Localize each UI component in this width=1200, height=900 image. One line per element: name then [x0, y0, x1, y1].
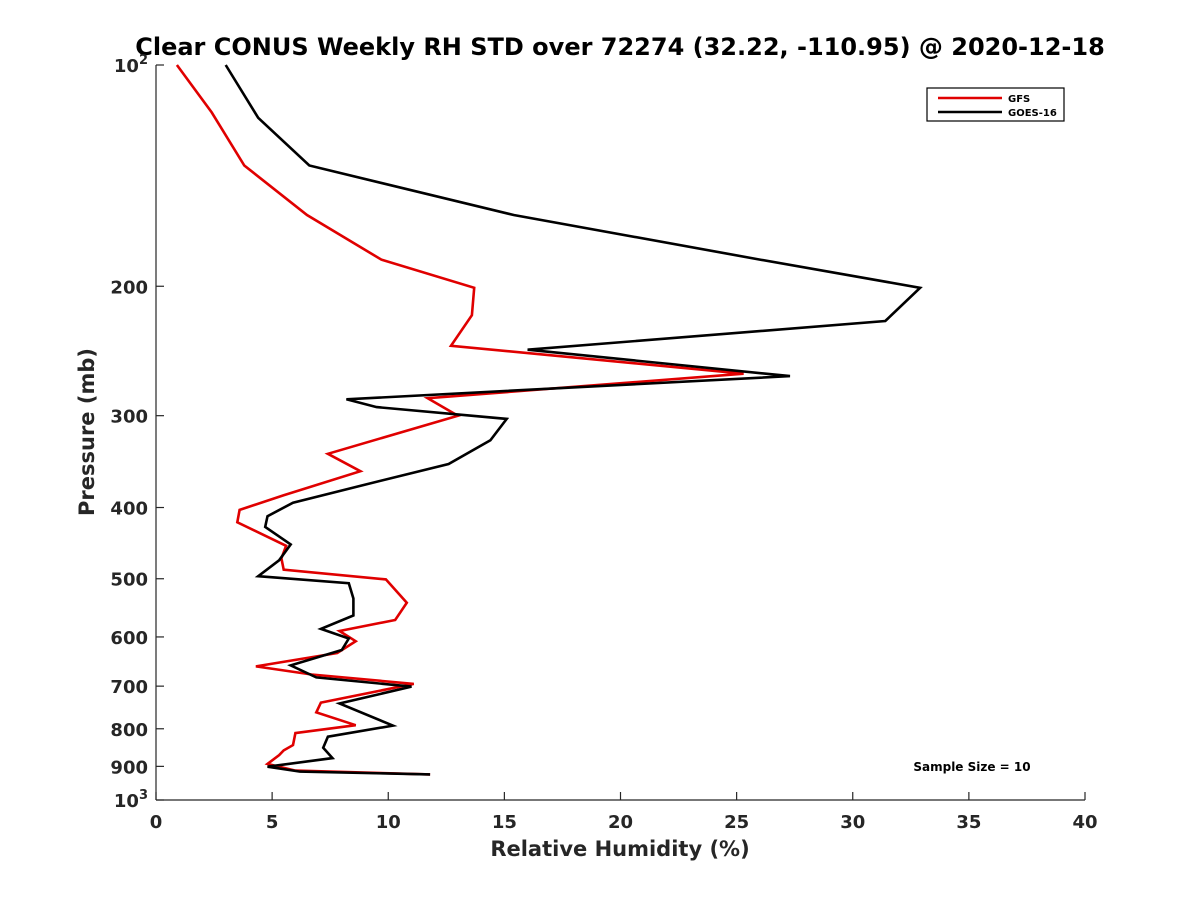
series-line-goes-16 — [224, 64, 923, 776]
x-tick-label: 35 — [956, 812, 981, 833]
plot-area: 0 5 10 15 20 25 30 35 40 102 200 300 400 500 600 700 80… — [110, 53, 1097, 833]
y-tick-label: 102 — [114, 53, 148, 77]
sample-size-annotation: Sample Size = 10 — [913, 760, 1030, 774]
y-tick-label: 800 — [110, 720, 148, 741]
y-tick-label: 300 — [110, 407, 148, 428]
y-tick-label: 200 — [110, 277, 148, 298]
y-axis-ticks: 102 200 300 400 500 600 700 800 900 103 — [110, 53, 164, 812]
y-tick-label: 700 — [110, 677, 148, 698]
x-tick-label: 10 — [376, 812, 401, 833]
x-tick-label: 40 — [1072, 812, 1097, 833]
legend-label: GOES-16 — [1008, 108, 1057, 119]
x-tick-label: 25 — [724, 812, 749, 833]
legend-box — [926, 87, 1065, 122]
x-axis-ticks: 0 5 10 15 20 25 30 35 40 — [150, 792, 1098, 833]
x-tick-label: 0 — [150, 812, 163, 833]
legend-entries: GFS GOES-16 — [938, 94, 1057, 119]
y-tick-label: 900 — [110, 757, 148, 778]
y-axis-label: Pressure (mb) — [75, 348, 99, 516]
x-tick-label: 5 — [266, 812, 279, 833]
y-tick-label: 600 — [110, 628, 148, 649]
y-tick-label: 103 — [114, 788, 148, 812]
chart-title: Clear CONUS Weekly RH STD over 72274 (32… — [135, 33, 1105, 61]
x-tick-label: 30 — [840, 812, 865, 833]
x-tick-label: 20 — [608, 812, 633, 833]
series-line-gfs — [175, 64, 744, 776]
legend: GFS GOES-16 — [926, 87, 1065, 122]
y-tick-label: 400 — [110, 499, 148, 520]
y-tick-label: 500 — [110, 570, 148, 591]
legend-label: GFS — [1008, 94, 1030, 105]
x-axis-label: Relative Humidity (%) — [490, 837, 749, 861]
series-lines — [175, 64, 923, 776]
x-tick-label: 15 — [492, 812, 517, 833]
